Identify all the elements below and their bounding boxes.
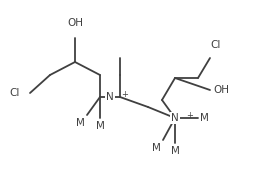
Text: M: M [152,143,161,153]
Text: +: + [121,90,128,99]
Text: Cl: Cl [10,88,20,98]
Text: M: M [200,113,209,123]
Text: +: + [186,111,193,120]
Text: M: M [76,118,85,128]
Text: N: N [171,113,179,123]
Text: OH: OH [67,18,83,28]
Text: M: M [171,146,180,156]
Text: Cl: Cl [210,40,220,50]
Text: OH: OH [213,85,229,95]
Text: N: N [106,92,114,102]
Text: M: M [96,121,105,131]
